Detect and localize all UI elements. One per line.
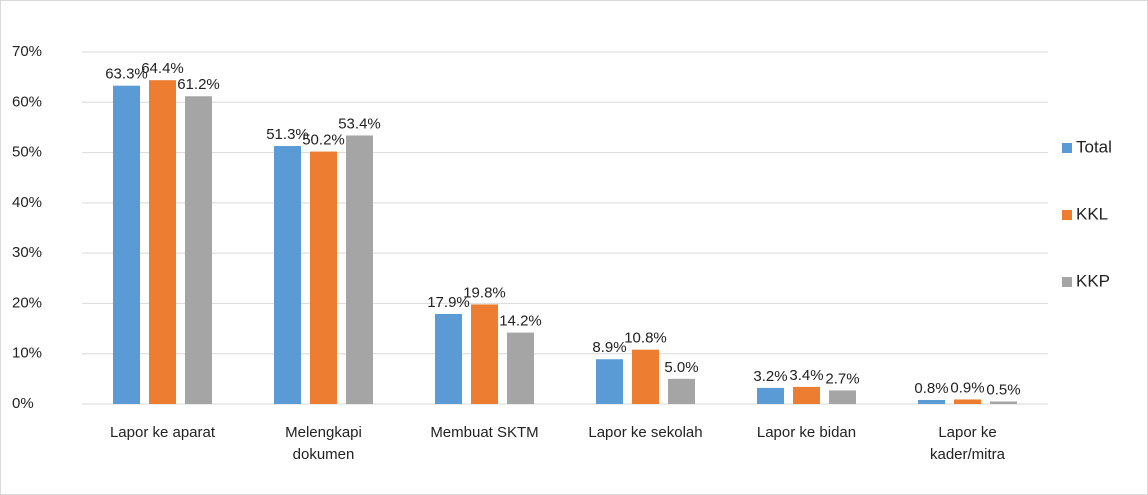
value-label: 63.3% [105,66,148,83]
bar [954,399,981,404]
legend-swatch [1062,210,1072,220]
value-label: 3.4% [789,367,823,384]
bar [507,332,534,404]
bar [918,399,945,404]
x-tick-label: Membuat SKTM [430,424,538,441]
y-tick-label: 60% [12,93,42,110]
value-label: 0.5% [986,381,1020,398]
bar [113,85,140,404]
bar [346,135,373,404]
bar [668,378,695,404]
value-label: 53.4% [338,115,381,132]
x-tick-label: Melengkapi dokumen [285,424,362,463]
bar [632,349,659,404]
bar [990,401,1017,404]
value-label: 0.8% [914,380,948,397]
value-label: 5.0% [664,359,698,376]
bar [310,151,337,404]
x-tick-label: Lapor ke bidan [757,424,856,441]
bar [471,304,498,404]
bar [274,146,301,404]
bar [596,359,623,404]
y-tick-label: 0% [12,395,34,412]
legend-label: KKL [1076,204,1108,223]
legend-swatch [1062,277,1072,287]
bar [435,313,462,404]
x-tick-label: Lapor ke aparat [110,424,216,441]
bar [757,387,784,404]
bar [793,386,820,404]
value-label: 14.2% [499,313,542,330]
x-tick-label: Lapor ke sekolah [588,424,702,441]
value-label: 10.8% [624,330,667,347]
value-label: 8.9% [592,339,626,356]
value-label: 17.9% [427,294,470,311]
value-label: 2.7% [825,370,859,387]
bar [185,96,212,404]
value-label: 51.3% [266,126,309,143]
x-tick-label: Lapor ke kader/mitra [930,424,1006,463]
value-label: 3.2% [753,368,787,385]
value-label: 50.2% [302,132,345,149]
bar [829,390,856,404]
y-tick-label: 10% [12,345,42,362]
bar [149,80,176,404]
y-tick-label: 20% [12,294,42,311]
legend-label: Total [1076,137,1112,156]
y-tick-label: 50% [12,144,42,161]
y-tick-label: 30% [12,244,42,261]
legend-label: KKP [1076,271,1110,290]
legend-swatch [1062,143,1072,153]
y-tick-label: 70% [12,43,42,60]
value-label: 61.2% [177,76,220,93]
value-label: 64.4% [141,60,184,77]
value-label: 0.9% [950,379,984,396]
value-label: 19.8% [463,284,506,301]
y-tick-label: 40% [12,194,42,211]
